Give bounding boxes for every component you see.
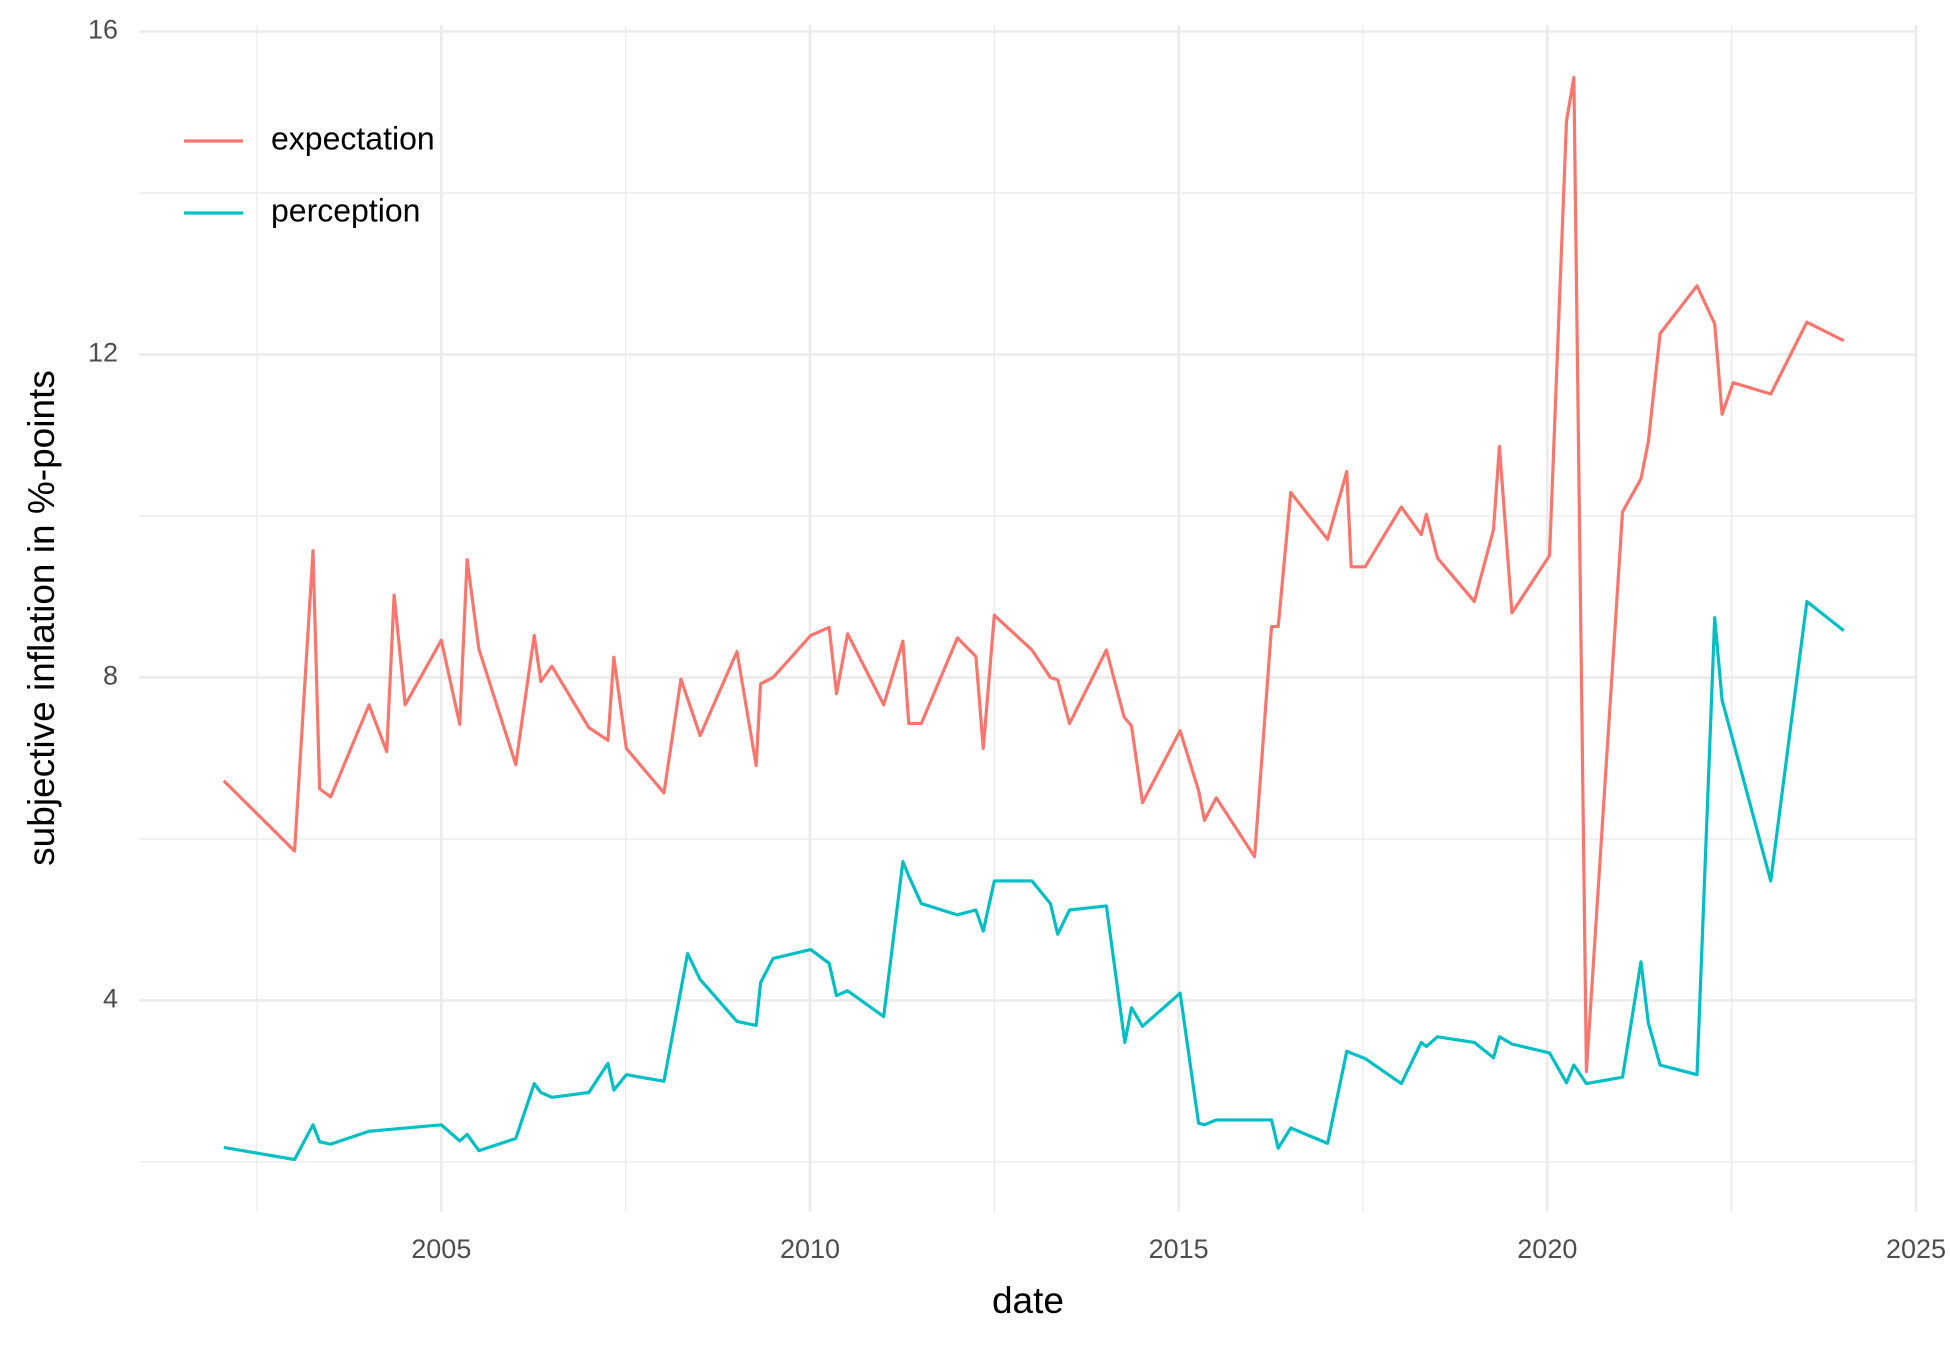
x-tick-label: 2005 xyxy=(411,1234,471,1264)
x-tick-label: 2025 xyxy=(1886,1234,1946,1264)
y-tick-label: 8 xyxy=(103,661,118,691)
y-tick-label: 16 xyxy=(88,15,118,45)
x-tick-label: 2020 xyxy=(1517,1234,1577,1264)
legend-label: expectation xyxy=(271,120,435,156)
series-line xyxy=(222,75,1845,1074)
series-line xyxy=(223,599,1845,1162)
grid xyxy=(139,25,1918,1212)
legend-label: perception xyxy=(271,192,420,228)
x-axis-title: date xyxy=(992,1280,1064,1321)
y-tick-label: 4 xyxy=(103,984,118,1014)
y-axis-title: subjective inflation in %-points xyxy=(21,370,62,866)
x-tick-label: 2010 xyxy=(780,1234,840,1264)
y-tick-label: 12 xyxy=(88,338,118,368)
x-tick-label: 2015 xyxy=(1149,1234,1209,1264)
